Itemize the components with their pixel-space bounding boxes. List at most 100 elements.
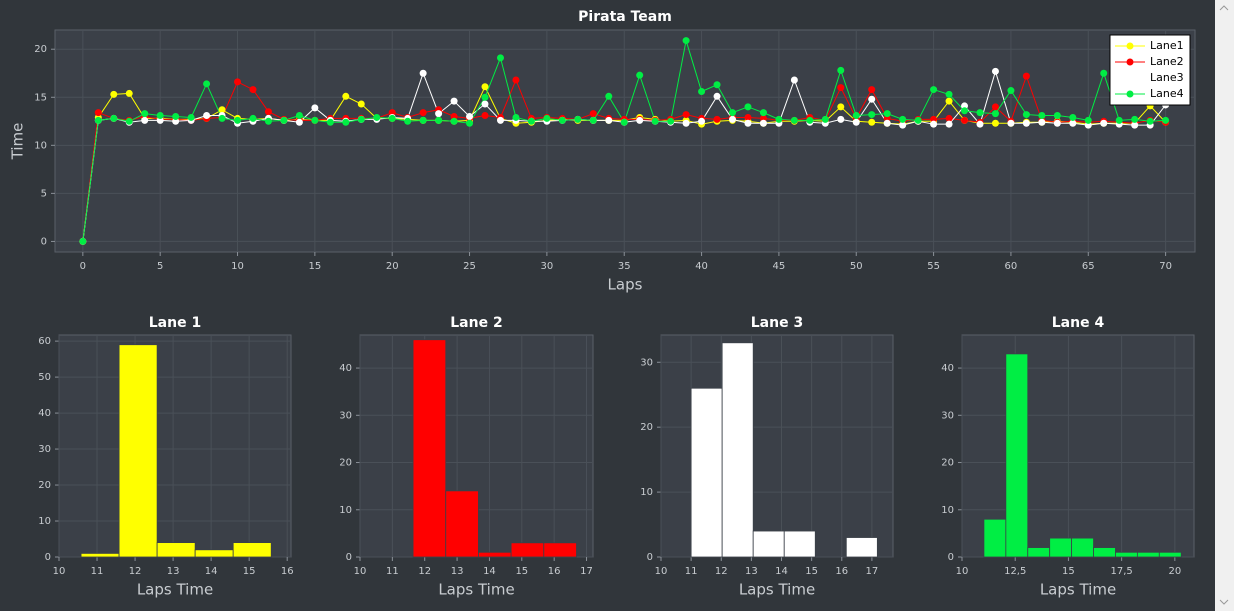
data-point [94,116,102,124]
data-point [311,104,319,112]
x-tick-label: 15 [515,566,528,577]
data-point [388,114,396,122]
histogram-bar [118,344,158,558]
x-axis-label: Laps Time [1040,581,1116,599]
data-point [1146,117,1154,125]
x-tick-label: 35 [618,261,631,272]
x-tick-label: 15 [308,261,321,272]
data-point [234,78,242,86]
scrollbar[interactable] [1215,0,1234,611]
x-tick-label: 15 [1062,566,1075,577]
data-point [203,112,211,120]
data-point [883,110,891,118]
legend-label: Lane1 [1150,39,1184,52]
data-point [1022,111,1030,119]
data-point [1162,116,1170,124]
data-point [496,54,504,62]
data-point [806,116,814,124]
data-point [713,115,721,123]
y-tick-label: 10 [941,505,954,516]
histogram-bar [543,542,577,558]
chart-title: Lane 2 [450,315,502,331]
data-point [945,114,953,122]
data-point [698,117,706,125]
data-point [450,112,458,120]
x-tick-label: 12 [129,566,142,577]
data-point [543,114,551,122]
data-point [466,119,474,127]
scroll-down[interactable] [1219,599,1229,605]
data-point [574,115,582,123]
data-point [156,112,164,120]
legend-label: Lane2 [1150,55,1184,68]
data-point [682,37,690,45]
histogram-bar [845,537,878,558]
data-point [1007,87,1015,95]
y-tick-label: 0 [41,236,47,247]
data-point [991,103,999,111]
data-point [249,114,257,122]
data-point [295,112,303,120]
data-point [264,117,272,125]
histogram-bar [1049,537,1073,558]
data-point [589,110,597,118]
data-point [930,86,938,94]
data-point [961,107,969,115]
data-point [1053,112,1061,120]
y-tick-label: 20 [339,458,352,469]
data-point [1069,113,1077,121]
data-point [1069,119,1077,127]
data-point [605,92,613,100]
data-point [729,115,737,123]
data-point [481,100,489,108]
data-point [419,116,427,124]
y-tick-label: 15 [34,92,47,103]
y-tick-label: 20 [34,44,47,55]
y-tick-label: 20 [38,480,51,491]
data-point [1007,119,1015,127]
y-tick-label: 40 [941,363,954,374]
data-point [1053,119,1061,127]
data-point [868,111,876,119]
data-point [481,83,489,91]
data-point [775,115,783,123]
data-point [280,116,288,124]
data-point [125,117,133,125]
x-tick-label: 25 [463,261,476,272]
histogram-bar [412,339,447,558]
x-tick-label: 14 [205,566,218,577]
x-axis-label: Laps [608,276,643,294]
data-point [187,113,195,121]
data-point [589,116,597,124]
data-point [605,116,613,124]
data-point [450,117,458,125]
histogram-bar [156,542,196,558]
y-tick-label: 10 [38,516,51,527]
data-point [357,100,365,108]
data-point [172,112,180,120]
x-tick-label: 17 [866,566,879,577]
data-point [667,117,675,125]
data-point [1115,116,1123,124]
data-point [837,84,845,92]
legend-marker [1126,58,1134,66]
data-point [976,120,984,128]
data-point [821,115,829,123]
data-point [311,116,319,124]
scroll-up[interactable] [1219,5,1229,11]
data-point [682,111,690,119]
x-tick-label: 16 [548,566,561,577]
data-point [852,112,860,120]
y-tick-label: 30 [640,357,653,368]
histogram-bar [1136,551,1160,558]
plot-area [54,29,1196,253]
x-tick-label: 20 [1168,566,1181,577]
x-tick-label: 13 [745,566,758,577]
data-point [852,118,860,126]
histogram-bar [232,542,272,558]
histogram-bar [510,542,545,558]
histogram-bar [983,518,1007,558]
data-point [388,109,396,117]
y-tick-label: 30 [339,410,352,421]
